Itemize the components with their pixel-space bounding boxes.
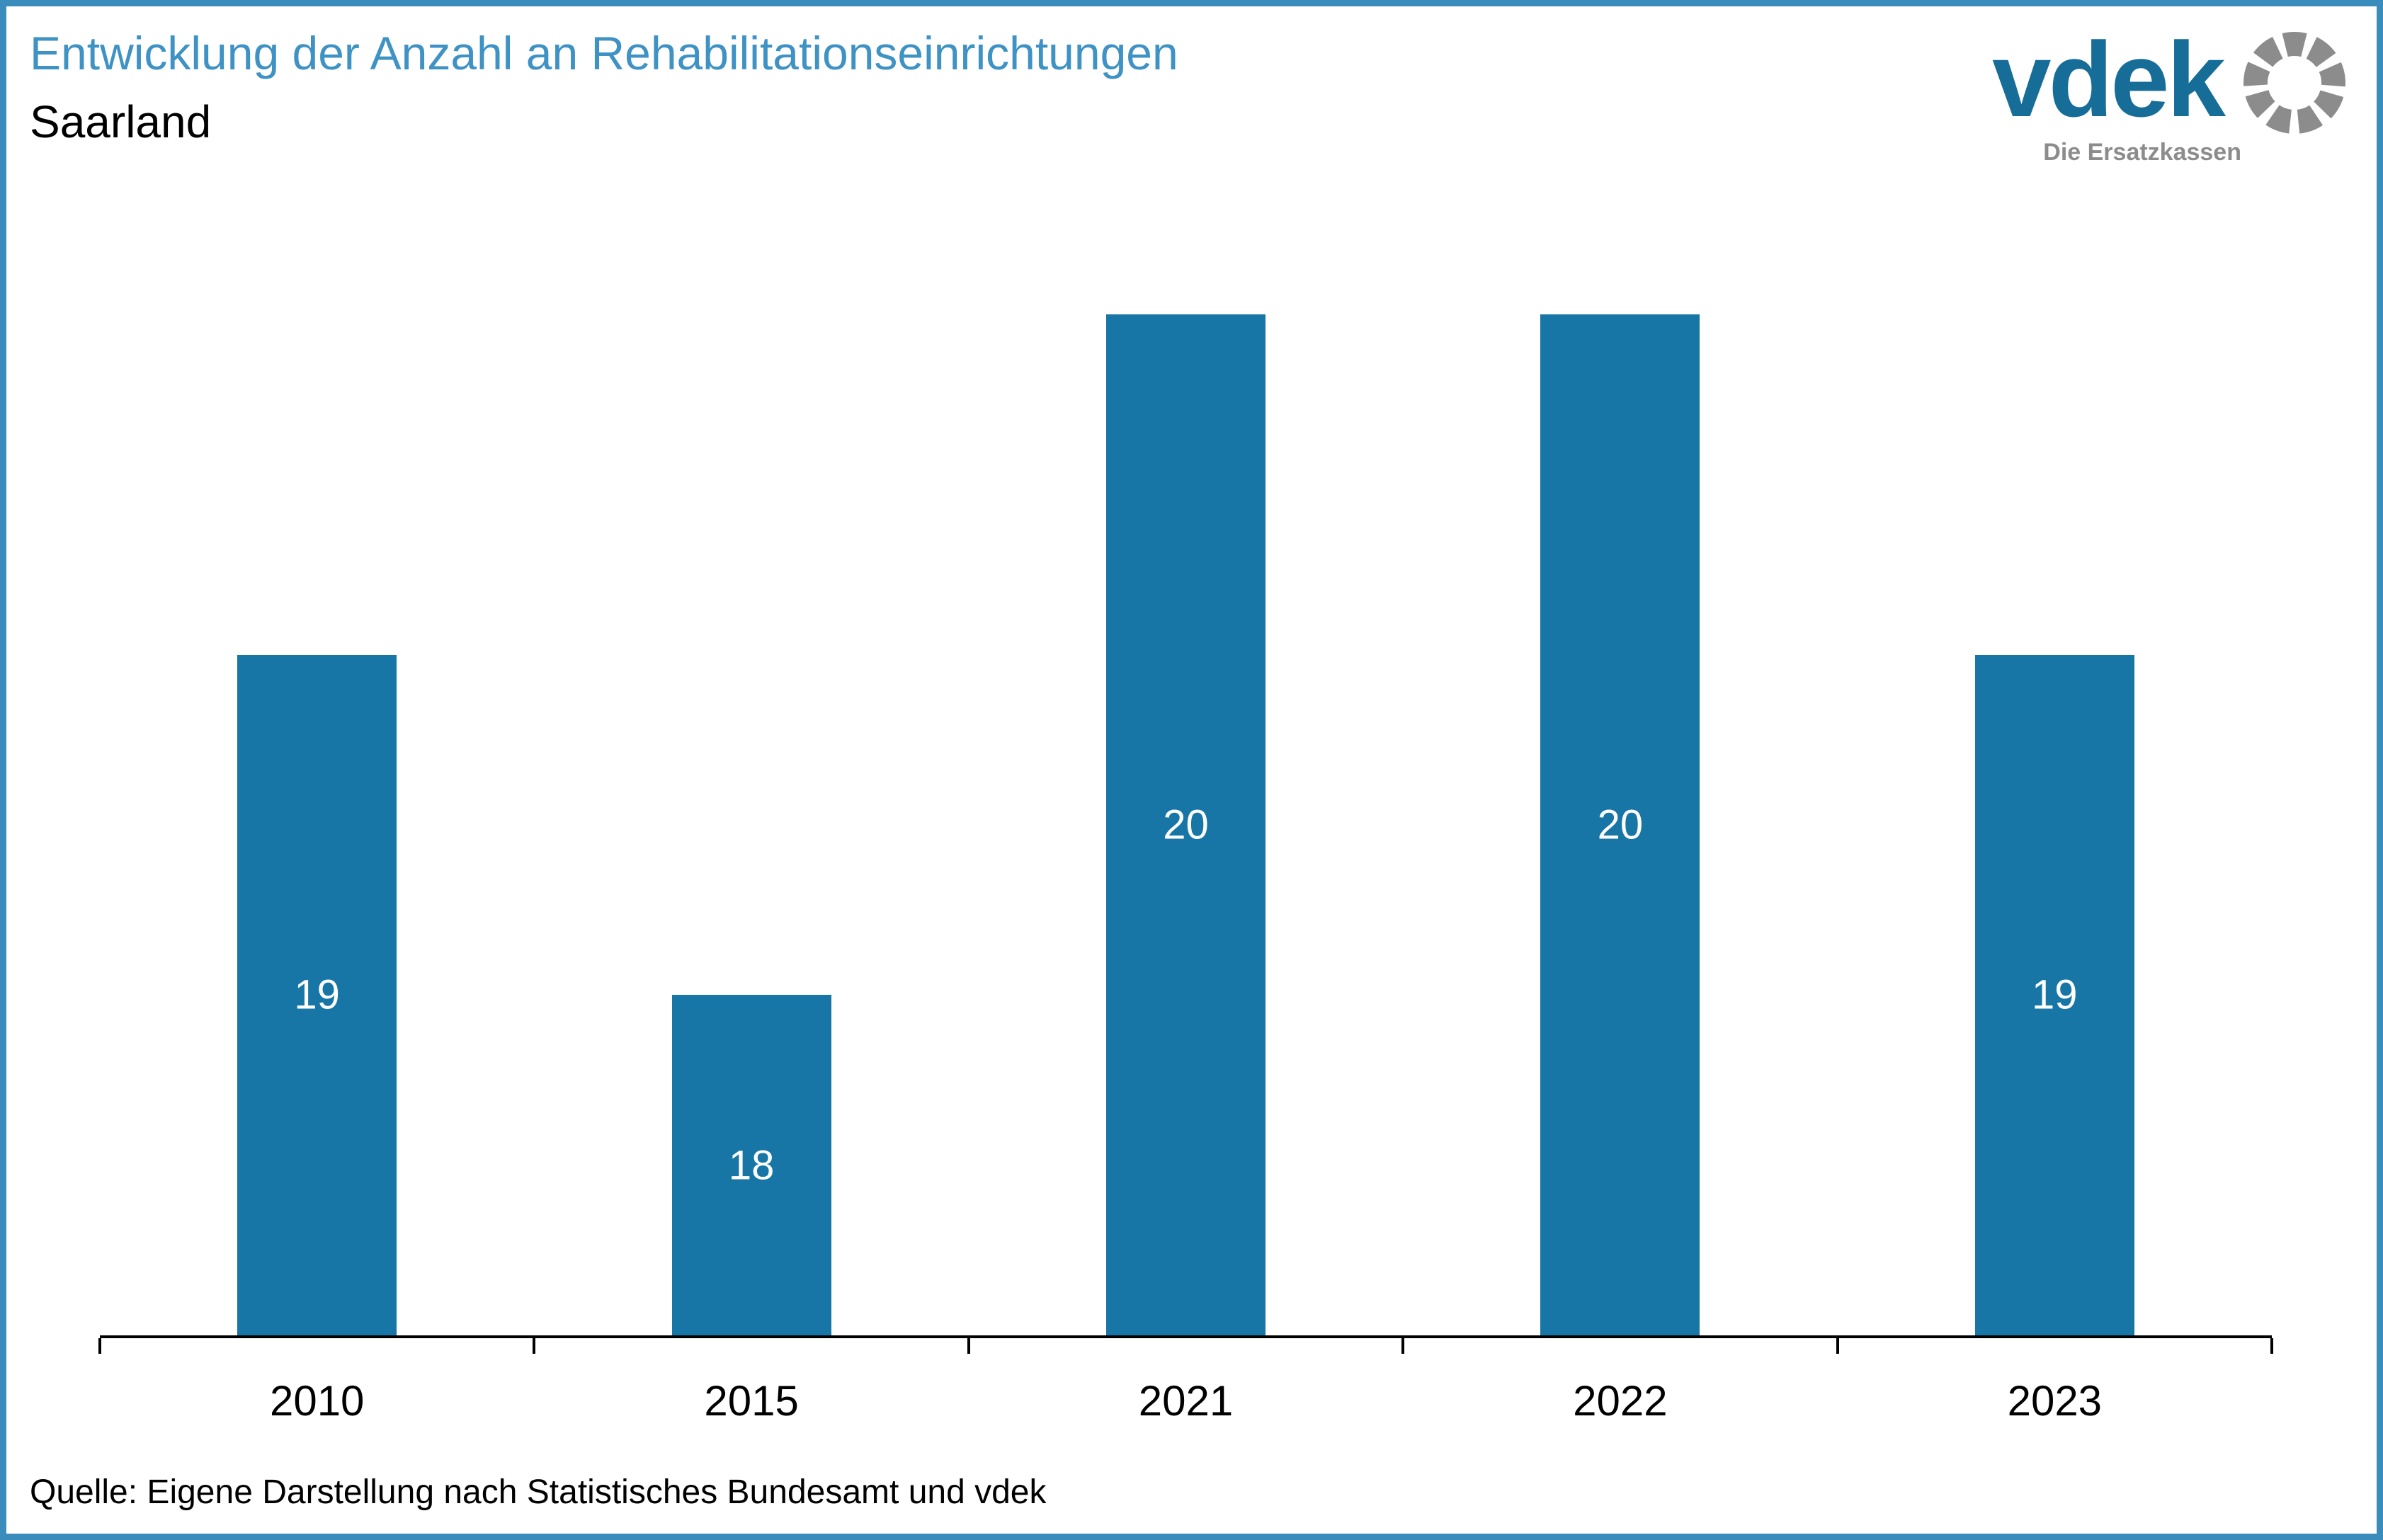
vdek-wordmark: vdek: [1992, 20, 2226, 139]
bar-2021: 20: [1106, 314, 1266, 1335]
vdek-tagline: Die Ersatzkassen: [2043, 139, 2241, 166]
chart-subtitle: Saarland: [30, 96, 212, 147]
bar-value-label: 20: [1163, 802, 1209, 848]
x-axis-tick: [967, 1338, 970, 1354]
bar-value-label: 20: [1597, 802, 1644, 848]
bar-2015: 18: [671, 995, 831, 1335]
x-axis-label-2023: 2023: [2007, 1377, 2103, 1425]
x-axis-label-2010: 2010: [269, 1377, 365, 1425]
bar-value-label: 19: [2032, 971, 2078, 1018]
x-axis-tick: [1401, 1338, 1405, 1354]
bar-chart-plot-area: 19 18 20 20 19: [98, 314, 2273, 1354]
bar-value-label: 18: [728, 1142, 775, 1189]
x-axis-label-2022: 2022: [1573, 1377, 1668, 1425]
x-axis-label-2021: 2021: [1138, 1377, 1234, 1425]
x-axis-tick: [98, 1338, 101, 1354]
x-axis-tick: [2270, 1338, 2273, 1354]
x-axis-label-2015: 2015: [704, 1377, 799, 1425]
bar-2010: 19: [237, 654, 397, 1335]
x-axis-tick: [1836, 1338, 1839, 1354]
chart-title: Entwicklung der Anzahl an Rehabilitation…: [30, 27, 1178, 79]
x-axis-tick: [533, 1338, 536, 1354]
vdek-ring-icon: [2243, 32, 2345, 134]
bar-2023: 19: [1974, 654, 2134, 1335]
x-axis-labels: 2010 2015 2021 2022 2023: [100, 1376, 2272, 1425]
source-note: Quelle: Eigene Darstellung nach Statisti…: [30, 1473, 1047, 1511]
bar-2022: 20: [1540, 314, 1700, 1335]
bar-value-label: 19: [294, 971, 340, 1018]
